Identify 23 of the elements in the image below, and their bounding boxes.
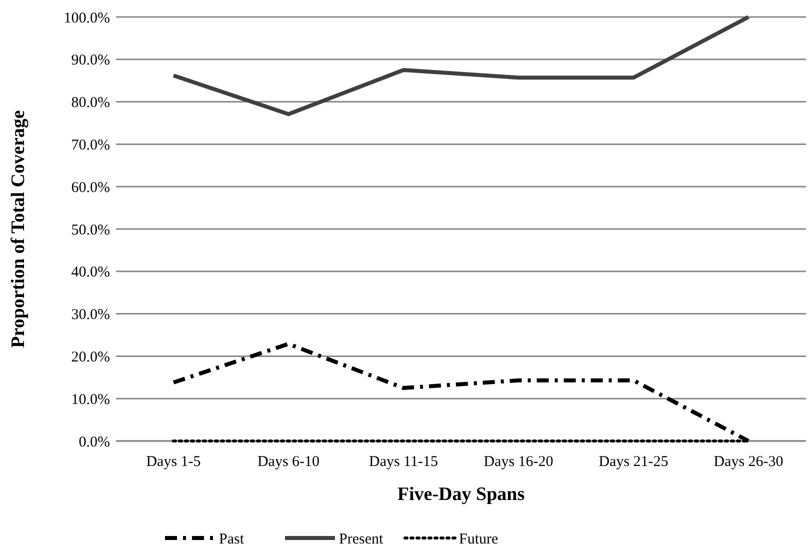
y-tick-label: 10.0% xyxy=(71,392,110,408)
y-tick-label: 20.0% xyxy=(71,349,110,366)
y-tick-label: 100.0% xyxy=(64,10,110,26)
x-tick-label: Days 11-15 xyxy=(368,454,438,470)
legend-label: Present xyxy=(339,531,384,548)
line-series xyxy=(172,15,750,116)
legend-label: Past xyxy=(219,531,245,548)
x-tick-label: Days 26-30 xyxy=(714,454,784,470)
x-tick-label: Days 21-25 xyxy=(598,454,668,470)
y-tick-label: 90.0% xyxy=(71,52,110,69)
x-tick-label: Days 1-5 xyxy=(146,454,201,470)
y-axis-title: Proportion of Total Coverage xyxy=(8,110,29,348)
y-tick-label: 30.0% xyxy=(71,307,110,324)
x-tick-label: Days 16-20 xyxy=(484,454,554,470)
y-tick-label: 80.0% xyxy=(71,95,110,112)
x-tick-label: Days 6-10 xyxy=(257,454,320,470)
x-axis-title: Five-Day Spans xyxy=(397,484,525,505)
y-tick-label: 40.0% xyxy=(71,264,110,281)
legend-label: Future xyxy=(459,531,499,548)
y-tick-label: 0.0% xyxy=(78,434,110,450)
y-tick-label: 50.0% xyxy=(71,222,110,238)
y-tick-label: 60.0% xyxy=(71,180,110,196)
y-tick-label: 70.0% xyxy=(71,137,110,154)
